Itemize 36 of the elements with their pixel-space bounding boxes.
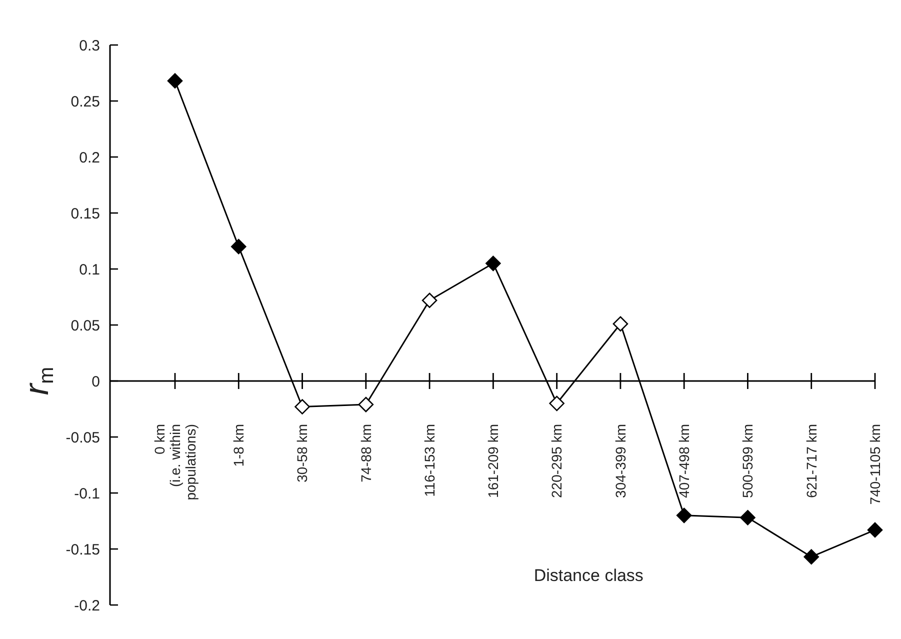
y-tick-label: -0.15 bbox=[66, 541, 100, 558]
point bbox=[486, 256, 501, 272]
y-tick-label: -0.05 bbox=[66, 429, 100, 446]
y-tick-label: 0.2 bbox=[79, 149, 100, 166]
x-tick-label: 220-295 km bbox=[548, 424, 565, 498]
y-tick-label: 0.05 bbox=[70, 317, 100, 334]
point bbox=[167, 73, 183, 88]
x-tick-label: 500-599 km bbox=[740, 424, 756, 498]
y-tick-label: -0.1 bbox=[74, 485, 100, 502]
x-axis-title: Distance class bbox=[534, 566, 644, 585]
y-tick-label: -0.2 bbox=[74, 597, 100, 614]
point bbox=[358, 396, 374, 412]
x-tick-label: 304-399 km bbox=[612, 424, 628, 498]
point bbox=[422, 292, 438, 308]
point bbox=[867, 522, 883, 538]
x-tick-label: 0 km (i.e. within populations) bbox=[152, 424, 198, 500]
point bbox=[676, 508, 692, 524]
x-tick-label: 621-717 km bbox=[803, 424, 820, 498]
point bbox=[549, 396, 564, 412]
point bbox=[294, 399, 310, 414]
y-tick-label: 0 bbox=[92, 373, 100, 390]
x-tick-label: 161-209 km bbox=[485, 424, 502, 498]
y-tick-label: 0.25 bbox=[70, 93, 100, 110]
x-tick-label: 74-88 km bbox=[358, 424, 374, 482]
x-tick-label: 30-58 km bbox=[294, 424, 310, 482]
y-tick-label: 0.1 bbox=[79, 261, 100, 278]
y-tick-label: 0.3 bbox=[79, 37, 100, 54]
x-tick-label: 116-153 km bbox=[421, 424, 438, 497]
y-tick-label: 0.15 bbox=[70, 205, 100, 222]
x-tick-label: 407-498 km bbox=[676, 424, 692, 498]
point bbox=[740, 510, 756, 526]
x-tick-label: 740-1105 km bbox=[866, 424, 883, 505]
point bbox=[612, 316, 628, 332]
x-tick-label: 1-8 km bbox=[230, 424, 247, 467]
point bbox=[230, 238, 246, 254]
point bbox=[804, 549, 820, 564]
